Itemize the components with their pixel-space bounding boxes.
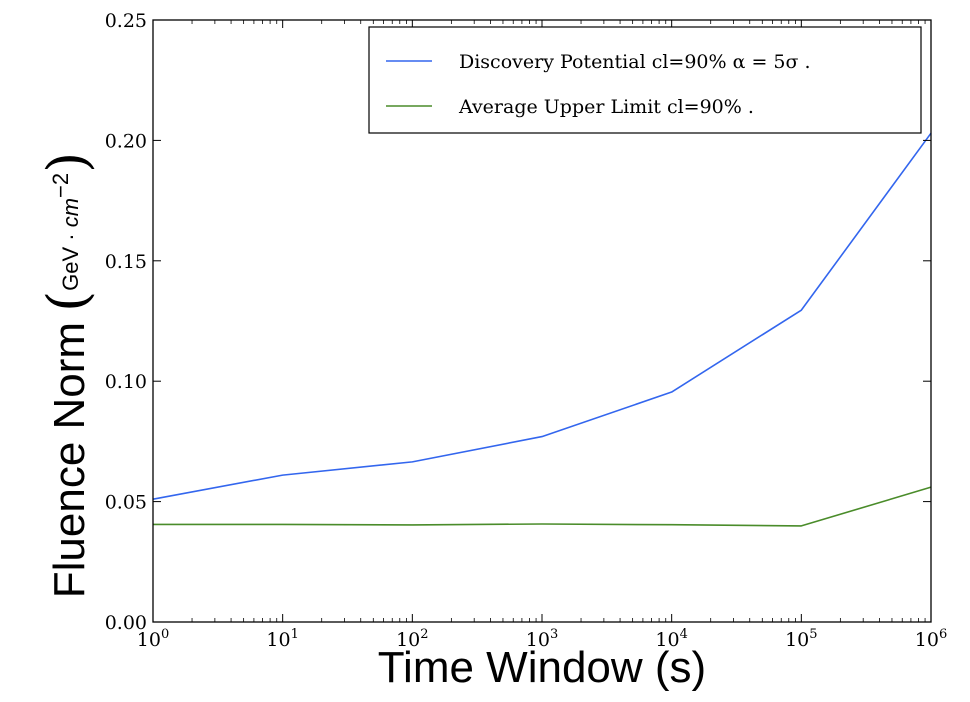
x-tick-label: 106 — [915, 627, 947, 651]
y-axis-label: Fluence Norm (GeV · cm−2) — [36, 152, 99, 598]
series-line-1 — [153, 486, 932, 527]
y-tick-label: 0.15 — [105, 251, 147, 273]
x-axis-label: Time Window (s) — [378, 643, 706, 692]
legend-box — [368, 26, 922, 134]
y-axis-label-open-paren: ( — [36, 291, 99, 312]
legend: Discovery Potential cl=90% α = 5σ . Aver… — [368, 26, 922, 134]
x-tick-label: 101 — [266, 627, 298, 651]
y-tick-label: 0.25 — [105, 10, 147, 32]
x-tick-label: 100 — [137, 627, 169, 651]
plot-area: 0.00 0.05 0.10 0.15 0.20 0.25 100 101 102 103 104 1… — [105, 10, 948, 651]
svg-text:Fluence Norm(GeV · cm−2): Fluence Norm (GeV · cm−2) — [36, 152, 99, 598]
x-tick-label: 104 — [655, 627, 687, 651]
x-tick-label: 105 — [785, 627, 817, 651]
x-tick-label: 102 — [396, 627, 428, 651]
y-axis-label-unit-var: cm — [58, 198, 83, 227]
y-axis-label-unit-prefix: GeV · — [58, 227, 83, 291]
y-axis-label-unit-exp: −2 — [48, 173, 73, 198]
y-axis-label-close-paren: ) — [36, 152, 99, 173]
y-tick-label: 0.20 — [105, 130, 147, 152]
x-tick-label: 103 — [526, 627, 558, 651]
series-line-0 — [152, 132, 932, 500]
legend-label-average-upper-limit: Average Upper Limit cl=90% . — [458, 96, 754, 118]
legend-label-discovery-potential: Discovery Potential cl=90% α = 5σ . — [459, 51, 811, 73]
y-tick-label: 0.00 — [105, 612, 147, 634]
y-axis-label-main: Fluence Norm — [45, 322, 94, 598]
y-tick-label: 0.10 — [105, 371, 147, 393]
y-tick-label: 0.05 — [105, 492, 147, 514]
